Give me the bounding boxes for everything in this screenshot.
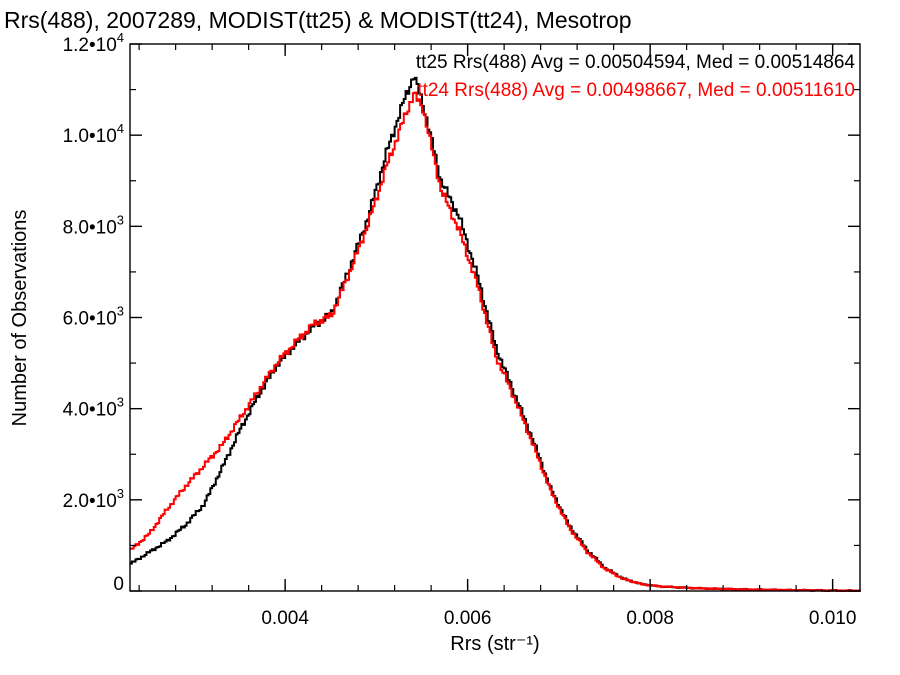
y-tick-label: 0 — [113, 574, 124, 595]
y-tick-label: 1.0•104 — [63, 121, 124, 147]
chart-title: Rrs(488), 2007289, MODIST(tt25) & MODIST… — [4, 7, 632, 33]
x-tick-label: 0.006 — [444, 608, 492, 629]
y-tick-label: 2.0•103 — [63, 486, 124, 512]
legend-entry-tt24: tt24 Rrs(488) Avg = 0.00498667, Med = 0.… — [417, 80, 855, 101]
y-axis-label: Number of Observations — [9, 210, 31, 427]
x-axis-label: Rrs (str⁻¹) — [450, 633, 539, 655]
y-tick-label: 4.0•103 — [63, 395, 124, 421]
y-tick-label: 1.2•104 — [63, 30, 124, 56]
x-tick-label: 0.010 — [809, 608, 857, 629]
series-line-tt24 — [130, 91, 861, 592]
x-tick-label: 0.004 — [261, 608, 309, 629]
legend-entry-tt25: tt25 Rrs(488) Avg = 0.00504594, Med = 0.… — [416, 52, 856, 73]
y-tick-label: 6.0•103 — [63, 304, 124, 330]
x-tick-label: 0.008 — [626, 608, 674, 629]
series-layer — [130, 76, 861, 592]
y-tick-label: 8.0•103 — [63, 212, 124, 238]
tick-layer: 0.004 0.006 0.008 0.010 0 2.0•103 4.0•103 6.0•1… — [63, 30, 860, 629]
